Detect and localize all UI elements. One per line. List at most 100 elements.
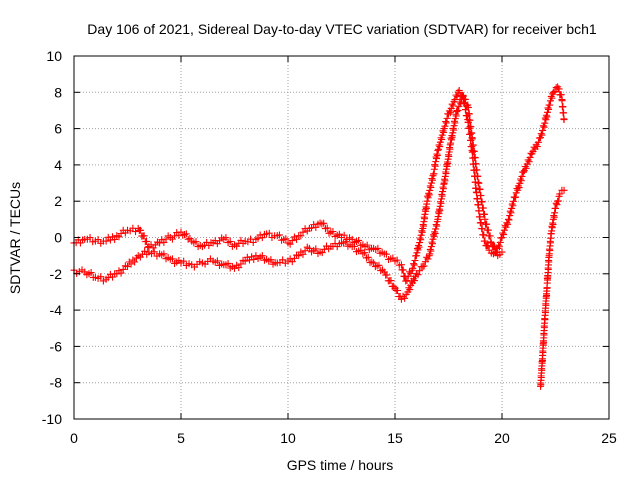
data-point xyxy=(288,237,296,245)
data-point xyxy=(552,204,559,212)
data-point xyxy=(498,234,506,241)
data-point xyxy=(509,202,517,210)
data-point xyxy=(466,116,474,124)
data-point xyxy=(504,220,512,228)
data-point xyxy=(533,143,541,151)
data-point xyxy=(377,267,385,275)
data-point xyxy=(387,277,395,285)
y-tick-label: 8 xyxy=(54,84,62,100)
series-late-dip xyxy=(537,186,568,390)
data-point xyxy=(475,207,483,215)
data-point xyxy=(102,237,110,245)
data-point xyxy=(559,103,567,111)
data-point xyxy=(498,248,506,256)
data-point xyxy=(394,286,402,294)
data-point xyxy=(393,256,401,264)
data-point xyxy=(479,204,487,212)
data-point xyxy=(140,232,148,240)
data-point xyxy=(226,237,234,245)
data-point xyxy=(414,271,422,279)
data-point xyxy=(87,269,95,277)
data-point xyxy=(499,229,507,237)
data-point xyxy=(397,261,405,269)
data-point xyxy=(454,107,462,115)
data-point xyxy=(446,109,454,117)
data-point xyxy=(111,235,119,243)
data-point xyxy=(329,228,337,236)
data-point xyxy=(410,261,418,269)
data-point xyxy=(500,231,508,239)
data-point xyxy=(301,247,309,255)
data-point xyxy=(397,295,405,303)
data-point xyxy=(357,246,365,254)
data-point xyxy=(342,238,350,246)
data-point xyxy=(505,216,513,224)
data-point xyxy=(453,93,461,101)
data-point xyxy=(325,229,333,237)
data-point xyxy=(258,252,266,260)
data-point xyxy=(462,95,470,103)
data-point xyxy=(368,258,376,266)
data-point xyxy=(558,97,566,105)
data-point xyxy=(160,250,168,258)
data-point xyxy=(374,244,382,252)
data-point xyxy=(474,172,482,180)
data-point xyxy=(340,231,348,239)
y-axis-label: SDTVAR / TECUs xyxy=(7,182,23,294)
data-point xyxy=(546,101,554,109)
data-point xyxy=(297,232,305,240)
data-point xyxy=(364,253,372,261)
data-point xyxy=(359,250,367,258)
series-upper-track xyxy=(70,83,568,285)
data-point xyxy=(181,231,189,239)
x-tick-label: 15 xyxy=(387,430,403,446)
data-point xyxy=(168,255,176,263)
data-point xyxy=(560,109,568,117)
data-point xyxy=(180,257,188,265)
data-point xyxy=(484,226,492,234)
data-point xyxy=(522,164,530,172)
data-point xyxy=(131,258,139,266)
data-point xyxy=(97,273,105,281)
data-point xyxy=(265,229,273,237)
data-point xyxy=(519,168,527,176)
data-point xyxy=(182,230,190,238)
data-point xyxy=(525,158,533,166)
data-point xyxy=(442,119,450,127)
data-point xyxy=(399,266,407,274)
data-point xyxy=(321,225,329,233)
x-tick-label: 25 xyxy=(601,430,617,446)
data-point xyxy=(475,179,483,187)
data-point xyxy=(416,267,424,275)
data-point xyxy=(548,94,556,102)
data-point xyxy=(363,241,371,249)
data-point xyxy=(470,147,478,155)
y-tick-label: 0 xyxy=(54,230,62,246)
grid-lines xyxy=(74,56,609,419)
data-point xyxy=(538,131,546,139)
data-point xyxy=(554,197,562,205)
data-point xyxy=(556,190,564,198)
data-point xyxy=(502,223,510,231)
data-point xyxy=(401,294,409,302)
data-point xyxy=(143,237,151,245)
data-point xyxy=(383,271,391,279)
data-point xyxy=(515,184,523,192)
data-point xyxy=(412,270,420,278)
axis-ticks: 0 5 10 15 20 25 -10 -8 -6 -4 -2 0 2 4 6 8 10 xyxy=(42,48,617,446)
y-tick-label: -6 xyxy=(50,338,63,354)
data-point xyxy=(320,219,328,227)
data-point xyxy=(362,254,370,262)
y-tick-label: -10 xyxy=(42,411,62,427)
data-point xyxy=(476,213,484,221)
data-point xyxy=(518,172,526,180)
data-point xyxy=(275,231,283,239)
data-point xyxy=(464,103,472,111)
data-point xyxy=(237,260,245,268)
data-point xyxy=(312,245,320,253)
data-point xyxy=(94,235,102,243)
data-point xyxy=(286,240,294,248)
data-point xyxy=(481,215,489,223)
data-point xyxy=(553,201,561,209)
